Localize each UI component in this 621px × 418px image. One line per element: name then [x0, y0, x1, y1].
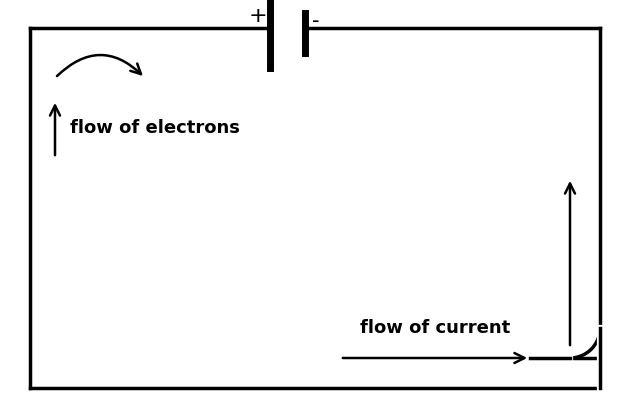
Text: +: +	[248, 6, 267, 26]
Text: -: -	[312, 11, 319, 31]
Text: flow of current: flow of current	[360, 319, 510, 337]
Text: flow of electrons: flow of electrons	[70, 119, 240, 137]
